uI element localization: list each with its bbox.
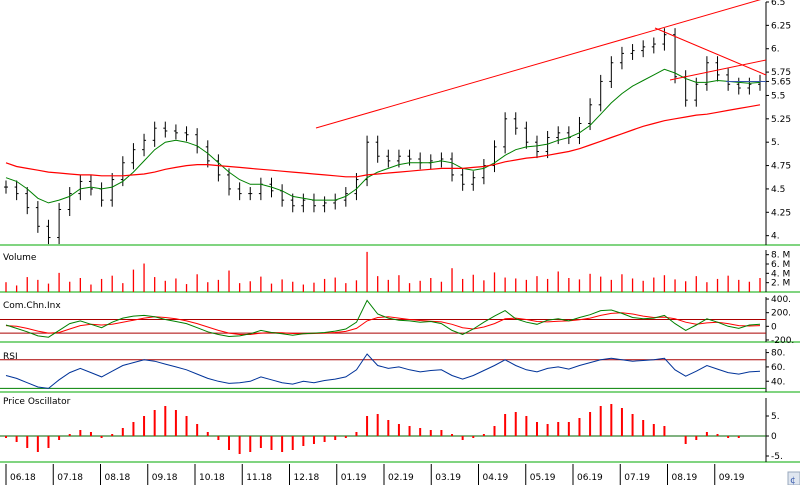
price-y-tick-label: 5.75 xyxy=(771,68,791,78)
x-tick-label: 12.18 xyxy=(294,473,320,483)
volume-y-tick-label: 4. M xyxy=(771,269,790,279)
x-tick-label: 06.19 xyxy=(577,473,603,483)
x-tick-label: 05.19 xyxy=(530,473,556,483)
trend-line-down xyxy=(654,27,767,76)
price-y-tick-label: 4.25 xyxy=(771,208,791,218)
rsi-panel: 80. 60. 40. xyxy=(0,349,800,393)
rsi-y-tick-label: 60. xyxy=(771,363,785,373)
cci-panel: 400. 200. 0 -200. xyxy=(0,295,800,346)
price-y-tick-label: 6.25 xyxy=(771,21,791,31)
ma-short-line xyxy=(5,68,761,204)
osc-y-tick-label: 0 xyxy=(771,432,777,442)
volume-y-tick-label: 6. M xyxy=(771,260,790,270)
corner-icon: ¢ xyxy=(787,471,800,485)
x-tick-label: 03.19 xyxy=(435,473,461,483)
price-panel: 6.5 6.25 6. 5.755.65 5.5 5.25 5. 4.75 4.5 4.25 4. xyxy=(0,0,800,246)
x-tick-label: 08.19 xyxy=(672,473,698,483)
x-tick-label: 08.18 xyxy=(105,473,131,483)
x-tick-label: 10.18 xyxy=(199,473,225,483)
osc-title: Price Oscillator xyxy=(3,397,71,407)
cci-y-tick-label: 400. xyxy=(771,295,791,305)
x-tick-label: 02.19 xyxy=(388,473,414,483)
x-axis: 06.18 07.18 08.18 09.18 10.18 11.18 12.18 01.19… xyxy=(5,464,745,485)
volume-panel: 8. M6. M4. M2. M xyxy=(0,250,800,293)
price-y-tick-label: 5.25 xyxy=(771,115,791,125)
x-tick-label: 11.18 xyxy=(246,473,272,483)
price-y-tick-label: 5.5 xyxy=(771,91,785,101)
trend-line-up xyxy=(669,59,767,81)
cci-signal-line xyxy=(5,312,761,335)
rsi-line xyxy=(5,353,761,389)
rsi-y-tick-label: 40. xyxy=(771,377,785,387)
ma-long-line xyxy=(5,104,761,178)
price-y-tick-label: 6.5 xyxy=(771,0,785,8)
x-tick-label: 06.18 xyxy=(10,473,36,483)
svg-text:¢: ¢ xyxy=(790,476,796,485)
rsi-title: RSI xyxy=(3,352,18,362)
osc-panel: 5. 0 -5. xyxy=(0,398,800,463)
x-tick-label: 01.19 xyxy=(341,473,367,483)
cci-line xyxy=(5,299,761,338)
volume-y-tick-label: 8. M xyxy=(771,251,790,261)
x-tick-label: 04.19 xyxy=(483,473,509,483)
x-tick-label: 07.18 xyxy=(57,473,83,483)
volume-title: Volume xyxy=(3,253,37,263)
price-y-tick-label: 5. xyxy=(771,138,780,148)
rsi-y-tick-label: 80. xyxy=(771,349,785,359)
price-y-tick-label: 4. xyxy=(771,232,780,242)
x-tick-label: 09.18 xyxy=(152,473,178,483)
osc-y-tick-label: -5. xyxy=(771,452,783,462)
trend-channel-upper xyxy=(315,0,761,129)
price-y-tick-label: 5.65 xyxy=(771,77,791,87)
price-y-tick-label: 4.5 xyxy=(771,185,785,195)
x-tick-label: 09.19 xyxy=(719,473,745,483)
cci-y-tick-label: 200. xyxy=(771,309,791,319)
volume-y-tick-label: 2. M xyxy=(771,279,790,289)
cci-y-tick-label: 0 xyxy=(771,322,777,332)
x-tick-label: 07.19 xyxy=(624,473,650,483)
cci-title: Com.Chn.Inx xyxy=(3,301,61,311)
osc-y-tick-label: 5. xyxy=(771,412,780,422)
price-y-tick-label: 6. xyxy=(771,45,780,55)
price-y-tick-label: 4.75 xyxy=(771,162,791,172)
cci-y-tick-label: -200. xyxy=(771,336,794,346)
